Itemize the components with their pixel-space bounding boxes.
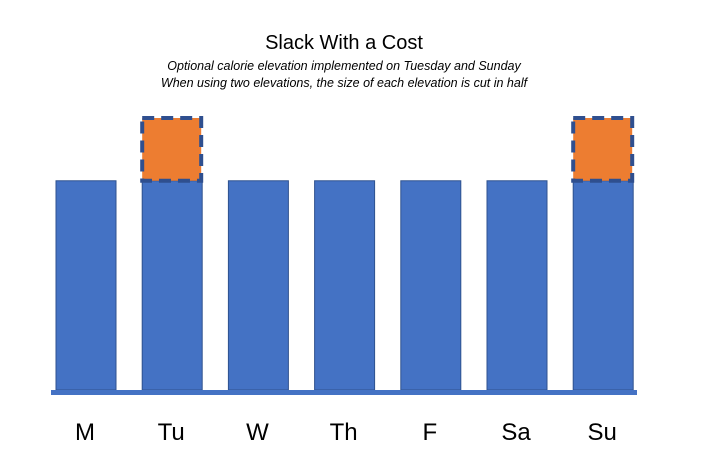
base-bar-sa [486,180,548,391]
day-label-w: W [246,419,269,446]
day-label-su: Su [588,419,617,446]
base-bar-su [572,180,634,391]
base-bar-w [227,180,289,391]
base-bar-m [55,180,117,391]
day-labels: M Tu W Th F Sa Su [75,419,617,446]
base-bar-tu [141,180,203,391]
subtitle-line-2: When using two elevations, the size of e… [160,76,528,90]
base-bar-th [314,180,376,391]
elevation-block-tu [140,116,204,183]
page-title: Slack With a Cost [265,32,423,54]
day-label-sa: Sa [501,419,531,446]
elevation-block-su [571,116,635,183]
day-label-f: F [422,419,437,446]
baseline-axis [51,390,637,395]
day-label-m: M [75,419,95,446]
day-label-th: Th [330,419,358,446]
bars-layer [55,116,635,391]
day-label-tu: Tu [158,419,185,446]
subtitle-line-1: Optional calorie elevation implemented o… [167,59,521,73]
base-bar-f [400,180,462,391]
